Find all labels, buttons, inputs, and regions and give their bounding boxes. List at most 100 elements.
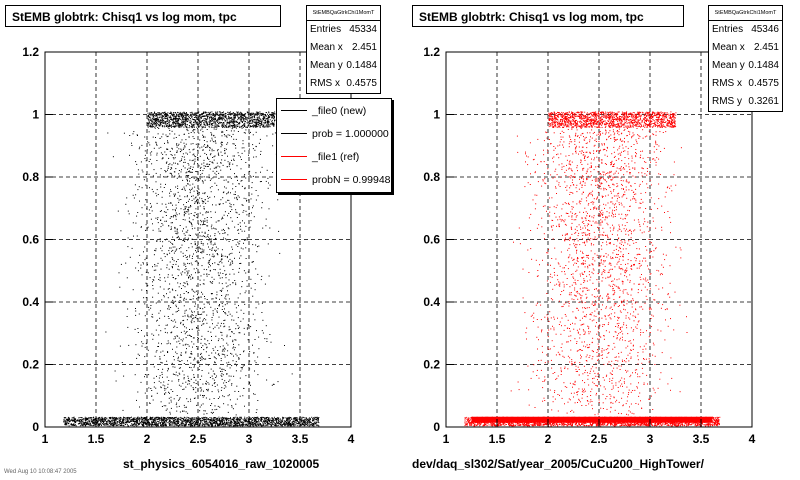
data-point [237, 421, 239, 423]
data-point [121, 421, 122, 423]
data-point [88, 420, 90, 422]
data-point [185, 422, 187, 424]
data-point [199, 365, 201, 367]
data-point [204, 421, 206, 423]
data-point [119, 420, 121, 422]
data-point [163, 381, 165, 383]
data-point [197, 112, 199, 114]
data-point [184, 237, 186, 239]
data-point [185, 256, 187, 258]
data-point [84, 422, 86, 424]
data-point [70, 419, 72, 421]
data-point [180, 417, 182, 419]
data-point [313, 420, 315, 422]
data-point [181, 354, 182, 356]
data-point [105, 423, 106, 425]
data-point [306, 419, 308, 421]
data-point [188, 423, 189, 425]
data-point [272, 115, 274, 117]
data-point [186, 231, 188, 233]
data-point [176, 114, 178, 116]
data-point [231, 365, 233, 367]
data-point [243, 123, 245, 125]
data-point [245, 375, 247, 377]
data-point [257, 111, 259, 113]
data-point [136, 421, 138, 423]
data-point [172, 243, 174, 245]
data-point [195, 178, 197, 180]
data-point [251, 119, 253, 121]
data-point [173, 193, 175, 195]
data-point [164, 328, 166, 330]
data-point [112, 156, 114, 158]
data-point [222, 418, 224, 420]
data-point [201, 113, 203, 115]
data-point [189, 308, 191, 310]
data-point [152, 126, 154, 127]
data-point [86, 423, 88, 425]
data-point [141, 419, 143, 421]
data-point [203, 124, 205, 125]
data-point [166, 424, 167, 426]
data-point [255, 131, 257, 133]
data-point [202, 396, 204, 398]
data-point [307, 423, 309, 425]
data-point [190, 243, 192, 245]
data-point [250, 115, 252, 116]
data-point [219, 396, 220, 398]
data-point [151, 417, 153, 419]
data-point [155, 123, 156, 125]
data-point [161, 425, 163, 427]
data-point [197, 330, 199, 332]
data-point [159, 286, 161, 288]
data-point [115, 419, 117, 421]
data-point [136, 235, 138, 237]
data-point [252, 121, 254, 123]
data-point [181, 122, 183, 124]
data-point [144, 150, 146, 152]
data-point [77, 419, 78, 421]
data-point [168, 418, 169, 420]
data-point [204, 220, 206, 222]
data-point [239, 421, 241, 423]
data-point [233, 130, 235, 132]
data-point [179, 111, 181, 113]
data-point [197, 233, 199, 235]
data-point [206, 413, 208, 415]
data-point [210, 178, 212, 180]
data-point [160, 387, 162, 389]
data-point [148, 119, 150, 121]
data-point [107, 425, 109, 427]
data-point [292, 422, 294, 424]
data-point [125, 262, 127, 264]
data-point [287, 418, 289, 420]
data-point [172, 366, 174, 368]
data-point [194, 160, 196, 162]
data-point [190, 299, 192, 301]
data-point [161, 118, 163, 120]
data-point [137, 416, 139, 418]
data-point [182, 420, 184, 422]
data-point [201, 114, 203, 116]
data-point [232, 418, 234, 420]
data-point [196, 422, 198, 423]
data-point [256, 417, 258, 419]
data-point [164, 418, 166, 420]
data-point [163, 187, 165, 188]
data-point [250, 121, 252, 123]
data-point [180, 418, 182, 420]
data-point [157, 418, 159, 420]
data-point [230, 423, 232, 424]
data-point [209, 114, 211, 116]
data-point [234, 280, 236, 281]
data-point [149, 144, 151, 146]
data-point [240, 115, 242, 117]
data-point [199, 424, 201, 426]
data-point [118, 421, 120, 423]
data-point [160, 424, 162, 426]
data-point [147, 126, 149, 128]
data-point [297, 421, 299, 423]
data-point [201, 248, 203, 250]
data-point [193, 153, 195, 155]
data-point [289, 417, 291, 418]
